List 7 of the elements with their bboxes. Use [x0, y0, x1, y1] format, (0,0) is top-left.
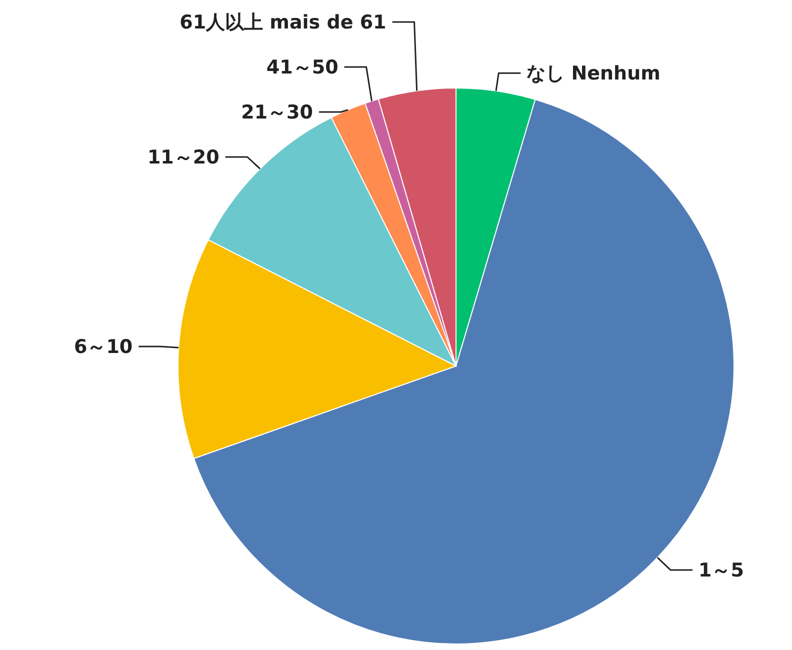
slice-label: なし Nenhum — [526, 62, 660, 85]
slice-label: 21～30 — [241, 102, 314, 124]
slice-label: 61人以上 mais de 61 — [180, 12, 386, 34]
slice-label: 1～5 — [698, 560, 744, 582]
slice-label: 11～20 — [147, 146, 220, 169]
slice-label: 41～50 — [266, 56, 338, 79]
slice-label: 6～10 — [74, 336, 133, 358]
